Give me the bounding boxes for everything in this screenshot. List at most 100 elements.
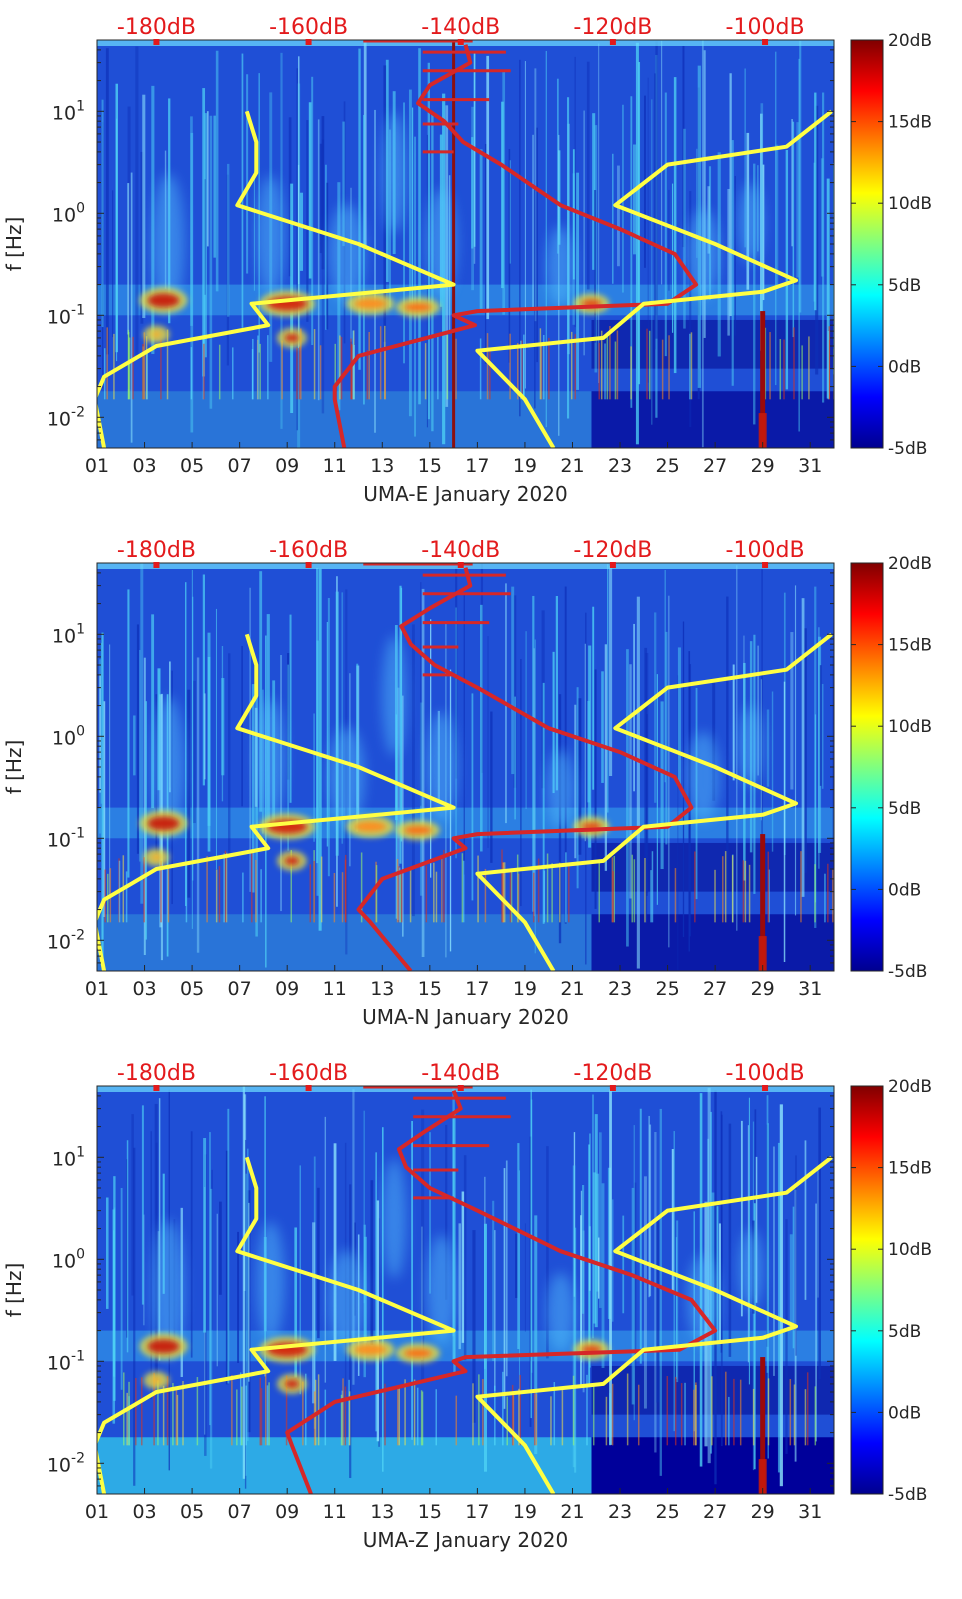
colorbar-label: 15dB	[888, 1159, 932, 1179]
yellow-model-curve-1	[97, 1156, 456, 1494]
colorbar-label: 15dB	[888, 636, 932, 656]
model-curves	[97, 563, 833, 971]
dark-red-vertical-line	[452, 40, 456, 448]
model-curves	[97, 40, 833, 448]
x-tick-label: 07	[228, 978, 252, 1000]
x-tick-label: 03	[132, 1501, 156, 1523]
x-tick-label: 21	[560, 1501, 584, 1523]
top-db-label: -100dB	[726, 15, 805, 40]
colorbar-label: 5dB	[888, 276, 921, 296]
top-db-label: -180dB	[117, 538, 196, 563]
y-tick-label: 10-1	[47, 302, 85, 328]
x-tick-label: 19	[513, 455, 537, 477]
x-tick-label: 21	[560, 978, 584, 1000]
y-axis-label: f [Hz]	[2, 740, 26, 795]
top-db-axis: -180dB -160dB -140dB -120dB -100dB	[117, 1061, 805, 1091]
yellow-model-curve-2	[475, 109, 833, 448]
x-tick-label: 05	[180, 1501, 204, 1523]
colorbar-label: 5dB	[888, 1322, 921, 1342]
yellow-model-curve-1	[97, 633, 456, 971]
x-tick-label: 17	[465, 1501, 489, 1523]
top-db-label: -180dB	[117, 15, 196, 40]
x-tick-label: 25	[655, 455, 679, 477]
x-tick-label: 27	[703, 455, 727, 477]
model-curves	[97, 1086, 833, 1494]
yellow-model-curve-1	[97, 110, 456, 448]
x-axis: 01 03 05 07 09 11 13 15 17 19 21 23 25 27 29 31	[85, 965, 822, 1000]
red-model-curve	[356, 567, 694, 971]
top-db-label: -140dB	[421, 15, 500, 40]
x-tick-label: 05	[180, 978, 204, 1000]
x-tick-label: 23	[608, 978, 632, 1000]
y-axis: 10-2 10-1 100 101	[47, 562, 834, 972]
x-tick-label: 25	[655, 978, 679, 1000]
x-tick-label: 09	[275, 1501, 299, 1523]
x-tick-label: 27	[703, 978, 727, 1000]
y-axis: 10-2 10-1 100 101	[47, 1085, 834, 1495]
x-tick-label: 03	[132, 978, 156, 1000]
red-model-curve	[332, 44, 699, 448]
top-db-label: -100dB	[726, 1061, 805, 1086]
colorbar-label: 20dB	[888, 1077, 932, 1097]
colorbar: 20dB 15dB 10dB 5dB 0dB -5dB	[850, 1077, 932, 1505]
x-tick-label: 29	[751, 978, 775, 1000]
x-tick-label: 11	[323, 455, 347, 477]
x-axis: 01 03 05 07 09 11 13 15 17 19 21 23 25 27 29 31	[85, 442, 822, 477]
x-tick-label: 09	[275, 978, 299, 1000]
y-tick-label: 10-1	[47, 1348, 85, 1374]
x-tick-label: 11	[323, 978, 347, 1000]
colorbar-label: 5dB	[888, 799, 921, 819]
x-tick-label: 27	[703, 1501, 727, 1523]
x-tick-label: 31	[798, 1501, 822, 1523]
x-tick-label: 29	[751, 455, 775, 477]
top-db-label: -160dB	[269, 538, 348, 563]
colorbar-label: 0dB	[888, 357, 921, 377]
colorbar-label: -5dB	[888, 1485, 927, 1505]
colorbar-label: 10dB	[888, 194, 932, 214]
y-axis-label: f [Hz]	[2, 217, 26, 272]
y-tick-label: 101	[52, 1144, 85, 1170]
y-tick-label: 101	[52, 98, 85, 124]
x-tick-label: 09	[275, 455, 299, 477]
top-db-axis: -180dB -160dB -140dB -120dB -100dB	[117, 538, 805, 568]
x-tick-label: 13	[370, 455, 394, 477]
x-tick-label: 31	[798, 455, 822, 477]
yellow-model-curve-2	[475, 1155, 833, 1494]
x-axis: 01 03 05 07 09 11 13 15 17 19 21 23 25 27 29 31	[85, 1488, 822, 1523]
x-tick-label: 29	[751, 1501, 775, 1523]
y-tick-label: 100	[52, 1246, 85, 1272]
top-db-label: -120dB	[573, 15, 652, 40]
y-axis-label: f [Hz]	[2, 1263, 26, 1318]
colorbar-label: 0dB	[888, 880, 921, 900]
x-axis-label: UMA-N January 2020	[362, 1005, 569, 1029]
top-db-label: -140dB	[421, 538, 500, 563]
colorbar-label: -5dB	[888, 439, 927, 459]
colorbar-label: 15dB	[888, 113, 932, 133]
colorbar: 20dB 15dB 10dB 5dB 0dB -5dB	[850, 554, 932, 982]
y-tick-label: 10-2	[47, 1450, 85, 1476]
colorbar-label: 20dB	[888, 554, 932, 574]
y-tick-label: 10-2	[47, 404, 85, 430]
spectrogram	[97, 563, 834, 971]
top-db-label: -140dB	[421, 1061, 500, 1086]
y-tick-label: 100	[52, 200, 85, 226]
x-tick-label: 15	[418, 978, 442, 1000]
x-tick-label: 03	[132, 455, 156, 477]
x-tick-label: 25	[655, 1501, 679, 1523]
red-model-curve	[285, 1089, 718, 1494]
x-tick-label: 23	[608, 455, 632, 477]
x-tick-label: 15	[418, 455, 442, 477]
x-axis-label: UMA-E January 2020	[363, 482, 567, 506]
y-tick-label: 100	[52, 723, 85, 749]
top-db-axis: -180dB -160dB -140dB -120dB -100dB	[117, 15, 805, 45]
x-tick-label: 15	[418, 1501, 442, 1523]
colorbar: 20dB 15dB 10dB 5dB 0dB -5dB	[850, 31, 932, 459]
panel-1: 01 03 05 07 09 11 13 15 17 19 21 23 25 27 29 31 UMA-E Ja…	[2, 15, 932, 506]
panel-3: 01 03 05 07 09 11 13 15 17 19 21 23 25 27 29 31 UMA-Z Ja…	[2, 1061, 932, 1552]
x-tick-label: 13	[370, 1501, 394, 1523]
x-tick-label: 07	[228, 455, 252, 477]
x-axis-label: UMA-Z January 2020	[363, 1528, 569, 1552]
y-axis: 10-2 10-1 100 101	[47, 39, 834, 449]
top-db-label: -160dB	[269, 15, 348, 40]
